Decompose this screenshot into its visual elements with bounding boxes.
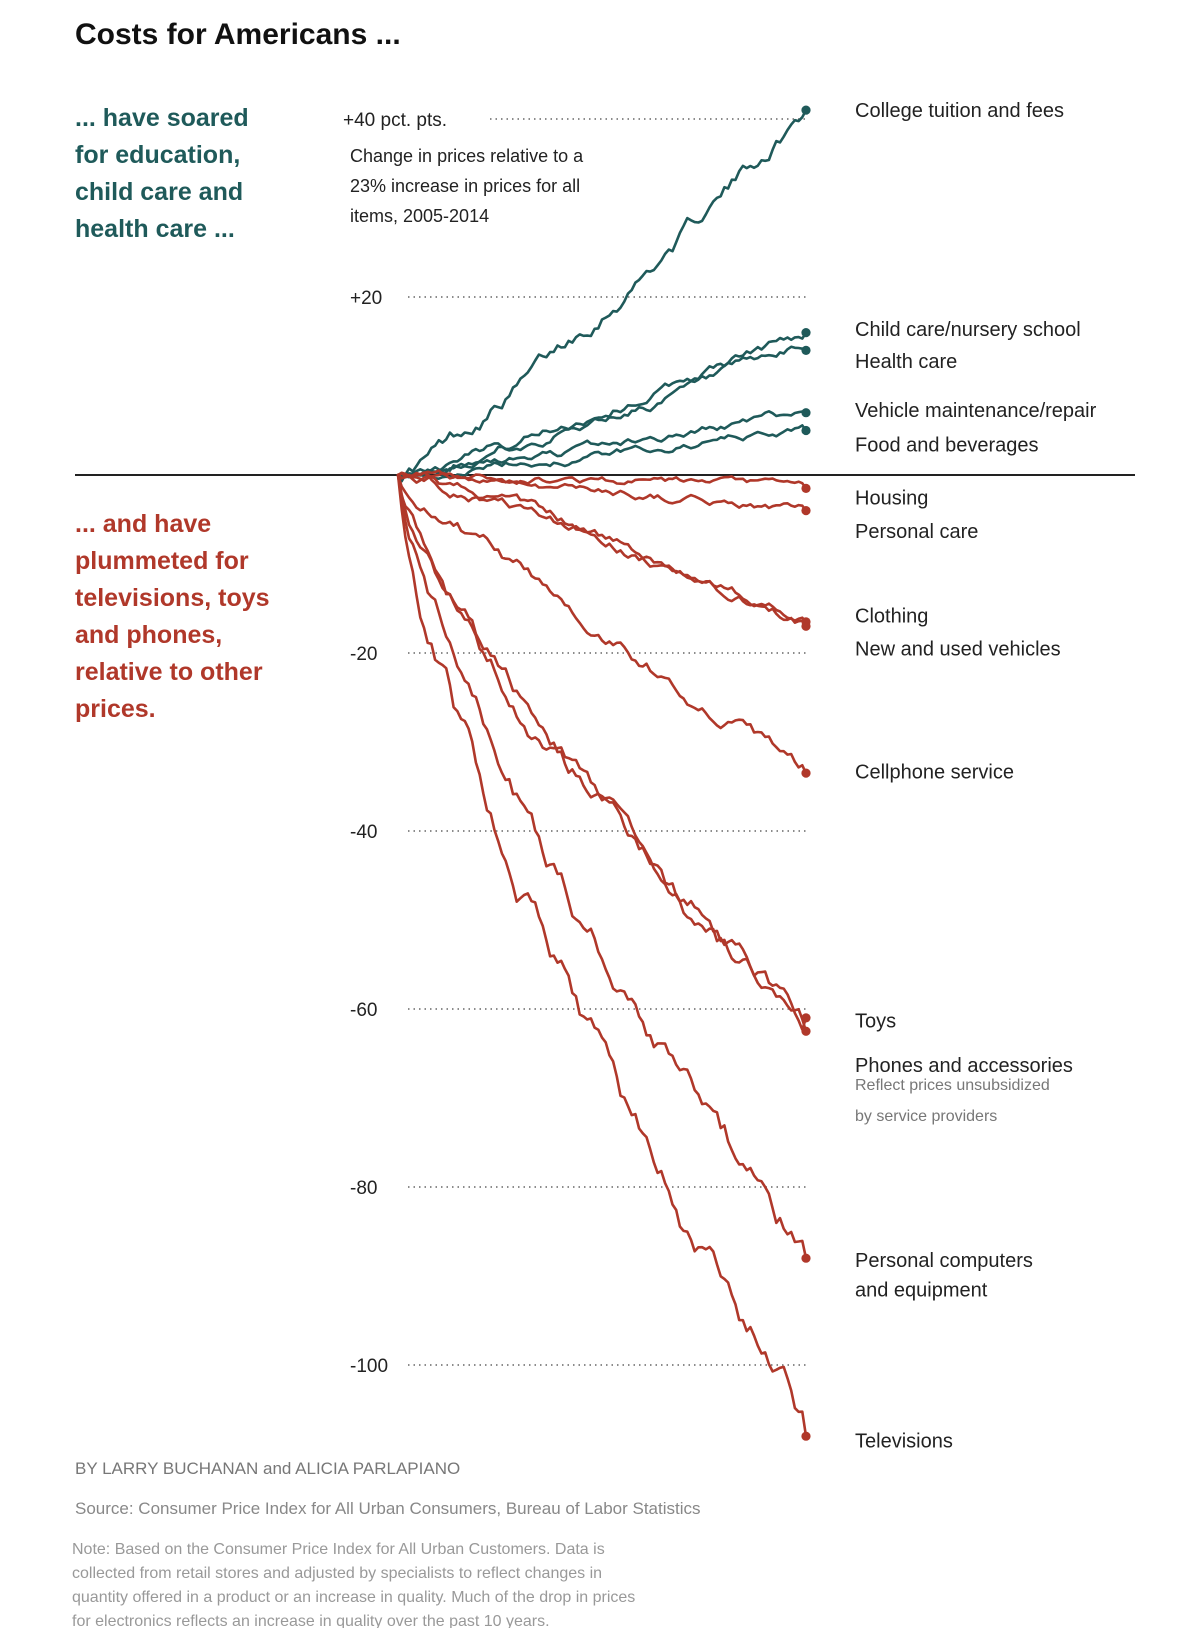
series-endpoint [801,328,811,338]
series-line [396,473,808,1260]
y-tick-label: -40 [350,822,377,843]
series-label: Clothing [855,606,928,628]
series-label: College tuition and fees [855,100,1064,122]
phones-note-line: by service providers [855,1108,997,1125]
series-line [396,471,808,628]
grid-layer [408,118,806,1366]
series-endpoint [801,768,811,778]
headline-up-line: health care ... [75,215,235,243]
footnote-line: quantity offered in a product or an incr… [72,1589,635,1606]
series-layer [396,108,808,1438]
series-label: Phones and accessories [855,1055,1073,1077]
headline-down-line: and phones, [75,621,222,649]
series-label: and equipment [855,1279,988,1301]
series-label: Vehicle maintenance/repair [855,400,1097,422]
footnote-line: Note: Based on the Consumer Price Index … [72,1541,605,1558]
series-endpoint [801,105,811,115]
series-endpoint [801,408,811,418]
series-line [396,424,808,480]
headline-up-line: for education, [75,141,240,169]
y-tick-label: -80 [350,1178,377,1199]
series-label: Housing [855,487,928,509]
series-endpoint [801,345,811,355]
series-line [396,473,808,1033]
phones-note: Reflect prices unsubsidized by service p… [855,1077,1054,1125]
subtitle-line: Change in prices relative to a [350,146,584,166]
series-line [396,345,808,479]
headline-down-line: televisions, toys [75,584,270,612]
footnote-line: collected from retail stores and adjuste… [72,1565,602,1582]
series-endpoint [801,1253,811,1263]
series-line [396,108,808,483]
series-line [396,469,808,512]
headline-up-line: child care and [75,178,243,206]
headline-down-line: plummeted for [75,547,249,575]
y-tick-label: +40 pct. pts. [343,110,447,131]
series-line [396,471,808,624]
series-endpoint [801,1013,811,1023]
headline-down-line: relative to other [75,658,263,686]
series-endpoint [801,1431,811,1441]
series-label: Child care/nursery school [855,319,1081,341]
headline-up: ... have soared for education, child car… [75,104,256,243]
series-line [396,473,808,1031]
series-endpoint [801,483,811,493]
endpoint-layer [801,105,811,1441]
tick-layer: +40 pct. pts. +20 -20 -40 -60 -80 -100 [343,110,447,1377]
series-label: Personal care [855,521,978,543]
chart-title: Costs for Americans ... [75,18,401,51]
y-tick-label: -100 [350,1356,388,1377]
series-endpoint [801,621,811,631]
series-label: Health care [855,351,957,373]
series-endpoint [801,425,811,436]
headline-down-line: prices. [75,695,156,723]
series-labels: College tuition and fees Child care/nurse… [855,100,1097,1453]
source-line: Source: Consumer Price Index for All Urb… [75,1499,701,1518]
series-label: Food and beverages [855,435,1038,457]
series-line [396,410,808,478]
series-endpoint [801,1026,811,1036]
headline-down: ... and have plummeted for televisions, … [75,510,276,723]
chart-subtitle: Change in prices relative to a 23% incre… [350,146,588,226]
series-line [396,473,808,775]
y-tick-label: +20 [350,288,382,309]
series-line [396,473,808,1438]
footnote: Note: Based on the Consumer Price Index … [72,1541,640,1628]
subtitle-line: 23% increase in prices for all [350,176,580,196]
series-label: New and used vehicles [855,639,1061,661]
series-label: Toys [855,1011,896,1033]
headline-down-line: ... and have [75,510,211,538]
footnote-line: for electronics reflects an increase in … [72,1613,550,1628]
series-endpoint [801,506,811,516]
y-tick-label: -60 [350,1000,377,1021]
series-label: Televisions [855,1431,953,1453]
byline: BY LARRY BUCHANAN and ALICIA PARLAPIANO [75,1459,460,1478]
headline-up-line: ... have soared [75,104,249,132]
series-line [396,331,808,477]
phones-note-line: Reflect prices unsubsidized [855,1077,1050,1094]
subtitle-line: items, 2005-2014 [350,206,489,226]
y-tick-label: -20 [350,644,377,665]
series-label: Personal computers [855,1250,1033,1272]
series-label: Cellphone service [855,761,1014,783]
